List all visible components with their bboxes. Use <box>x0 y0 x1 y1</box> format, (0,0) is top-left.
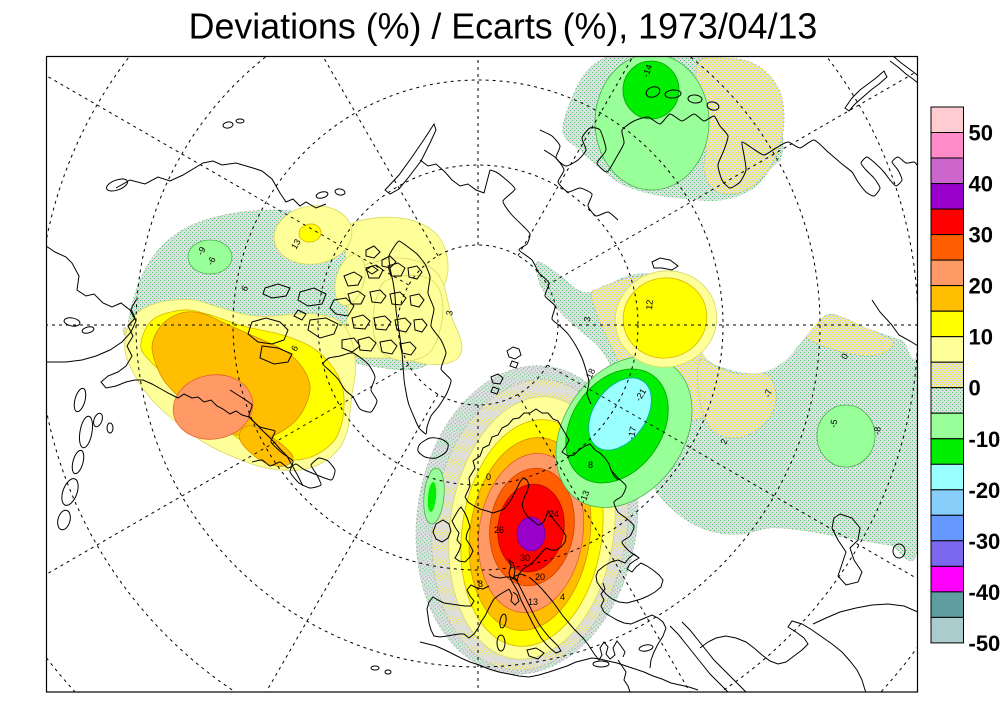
svg-text:-8: -8 <box>872 426 883 435</box>
svg-text:Deviations (%) / Ecarts (%), 1: Deviations (%) / Ecarts (%), 1973/04/13 <box>189 7 818 47</box>
svg-text:13: 13 <box>528 597 538 607</box>
svg-text:-17: -17 <box>626 426 638 441</box>
svg-text:-5: -5 <box>828 419 839 429</box>
svg-text:13: 13 <box>289 237 303 251</box>
svg-text:0: 0 <box>486 472 491 482</box>
svg-text:-30: -30 <box>969 529 1000 554</box>
svg-text:3: 3 <box>582 316 592 322</box>
svg-text:-50: -50 <box>969 631 1000 656</box>
svg-text:-14: -14 <box>640 63 654 79</box>
svg-text:4: 4 <box>560 592 565 602</box>
svg-text:12: 12 <box>644 299 655 310</box>
svg-text:-20: -20 <box>969 478 1000 503</box>
svg-text:40: 40 <box>969 172 993 197</box>
svg-text:8: 8 <box>588 460 593 470</box>
svg-text:3: 3 <box>444 310 455 317</box>
svg-text:26: 26 <box>494 525 504 535</box>
svg-text:30: 30 <box>520 553 530 563</box>
svg-text:-9: -9 <box>195 245 208 257</box>
svg-text:8: 8 <box>478 579 483 589</box>
svg-text:-10: -10 <box>969 427 1000 452</box>
svg-text:6: 6 <box>289 344 300 353</box>
svg-text:50: 50 <box>969 121 993 146</box>
svg-text:-6: -6 <box>205 255 218 267</box>
svg-text:24: 24 <box>549 509 559 519</box>
svg-text:6: 6 <box>239 284 250 293</box>
svg-text:30: 30 <box>969 223 993 248</box>
svg-text:0: 0 <box>969 376 981 401</box>
svg-text:10: 10 <box>969 325 993 350</box>
svg-text:20: 20 <box>535 572 545 582</box>
svg-text:20: 20 <box>969 274 993 299</box>
svg-text:0: 0 <box>839 352 850 361</box>
svg-text:2: 2 <box>718 438 729 446</box>
svg-text:-40: -40 <box>969 580 1000 605</box>
svg-text:-13: -13 <box>577 489 591 505</box>
svg-text:-7: -7 <box>762 388 774 398</box>
svg-text:-18: -18 <box>583 367 598 383</box>
